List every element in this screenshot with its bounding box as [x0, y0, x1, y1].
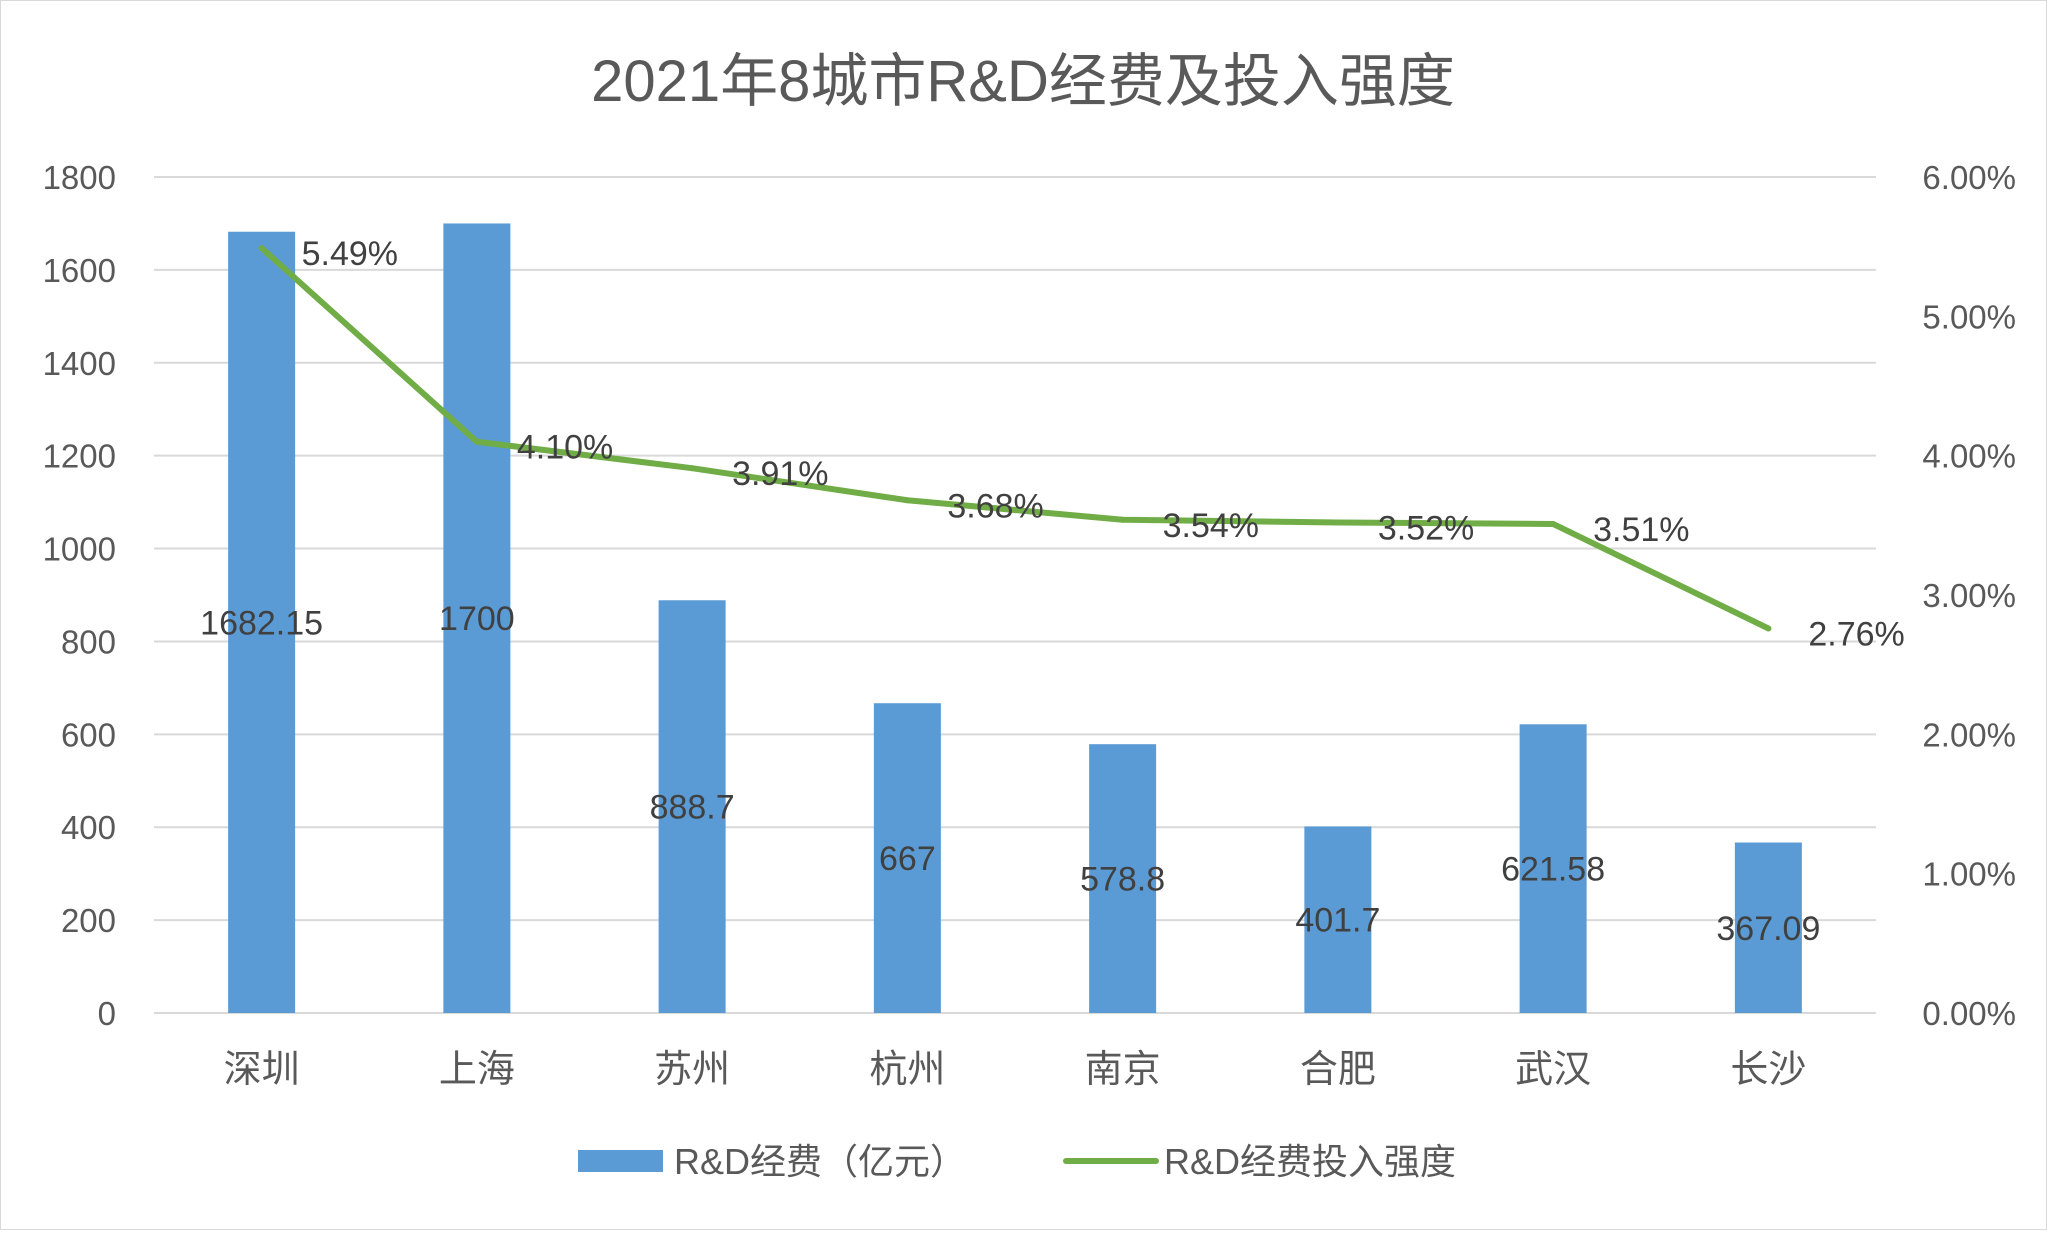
- bar: [1304, 826, 1372, 1013]
- category-label: 合肥: [1300, 1049, 1376, 1091]
- bar: [873, 703, 941, 1013]
- y-right-tick-label: 5.00%: [1922, 298, 2016, 335]
- line-point: [1334, 519, 1341, 526]
- line-point: [689, 465, 696, 472]
- category-label: 上海: [439, 1049, 515, 1091]
- line-point: [473, 438, 480, 445]
- legend-swatch-bar: [578, 1150, 663, 1172]
- line-point: [1550, 520, 1557, 527]
- y-left-tick-label: 1400: [43, 345, 116, 382]
- category-label: 深圳: [224, 1049, 300, 1091]
- data-labels: 1682.15 1700 888.7 667 578.8 401.7 621.58 367.0…: [200, 235, 1905, 948]
- bar-value-label: 667: [879, 840, 936, 878]
- category-label: 杭州: [869, 1049, 945, 1091]
- y-right-tick-label: 6.00%: [1922, 159, 2016, 196]
- line-point: [1765, 625, 1772, 632]
- bar-value-label: 401.7: [1295, 902, 1380, 940]
- line-path: [258, 245, 1772, 632]
- y-left-tick-label: 1600: [43, 252, 116, 289]
- line-value-label: 3.91%: [732, 455, 828, 493]
- line-value-label: 5.49%: [302, 235, 398, 273]
- bar-value-label: 621.58: [1501, 851, 1605, 889]
- line-value-label: 3.51%: [1593, 511, 1689, 549]
- y-left-tick-label: 1000: [43, 531, 116, 568]
- line-value-label: 4.10%: [517, 429, 613, 467]
- grid-lines: [154, 176, 1876, 1014]
- line-value-label: 3.52%: [1378, 510, 1474, 548]
- category-label: 长沙: [1730, 1049, 1806, 1091]
- right-axis: 0.00% 1.00% 2.00% 3.00% 4.00% 5.00% 6.00%: [1922, 159, 2016, 1032]
- legend-label-bar: R&D经费（亿元）: [674, 1141, 966, 1182]
- category-label: 武汉: [1515, 1049, 1591, 1091]
- line-value-label: 3.54%: [1163, 507, 1259, 545]
- bar-value-label: 888.7: [650, 789, 735, 827]
- chart-title: 2021年8城市R&D经费及投入强度: [591, 49, 1455, 114]
- y-right-tick-label: 4.00%: [1922, 438, 2016, 475]
- line-point: [904, 497, 911, 504]
- category-axis: 深圳 上海 苏州 杭州 南京 合肥 武汉 长沙: [224, 1049, 1807, 1091]
- bar-value-label: 578.8: [1080, 861, 1165, 899]
- line-value-label: 3.68%: [947, 487, 1043, 525]
- y-left-tick-label: 200: [61, 902, 116, 939]
- y-right-tick-label: 1.00%: [1922, 856, 2016, 893]
- y-right-tick-label: 3.00%: [1922, 577, 2016, 614]
- bar-value-label: 1700: [439, 600, 515, 638]
- y-left-tick-label: 1800: [43, 159, 116, 196]
- bar: [228, 231, 296, 1014]
- category-label: 南京: [1085, 1049, 1161, 1091]
- bar: [658, 600, 726, 1013]
- y-right-tick-label: 2.00%: [1922, 716, 2016, 753]
- line-value-label: 2.76%: [1808, 615, 1904, 653]
- bar-series: [228, 223, 1802, 1014]
- legend: R&D经费（亿元） R&D经费投入强度: [578, 1141, 1456, 1182]
- line-point: [1119, 516, 1126, 523]
- y-right-tick-label: 0.00%: [1922, 995, 2016, 1032]
- bar-value-label: 367.09: [1716, 910, 1820, 948]
- line-series: [258, 245, 1772, 632]
- legend-label-line: R&D经费投入强度: [1164, 1141, 1456, 1182]
- category-label: 苏州: [654, 1049, 730, 1091]
- bar-value-label: 1682.15: [200, 604, 323, 642]
- y-left-tick-label: 800: [61, 623, 116, 660]
- bar: [443, 223, 511, 1013]
- bar: [1734, 842, 1802, 1013]
- left-axis: 0 200 400 600 800 1000 1200 1400 1600 1800: [43, 159, 116, 1032]
- y-left-tick-label: 600: [61, 716, 116, 753]
- bar: [1089, 744, 1157, 1013]
- bar: [1519, 724, 1587, 1013]
- y-left-tick-label: 1200: [43, 438, 116, 475]
- line-point: [258, 245, 265, 252]
- y-left-tick-label: 400: [61, 809, 116, 846]
- y-left-tick-label: 0: [98, 995, 116, 1032]
